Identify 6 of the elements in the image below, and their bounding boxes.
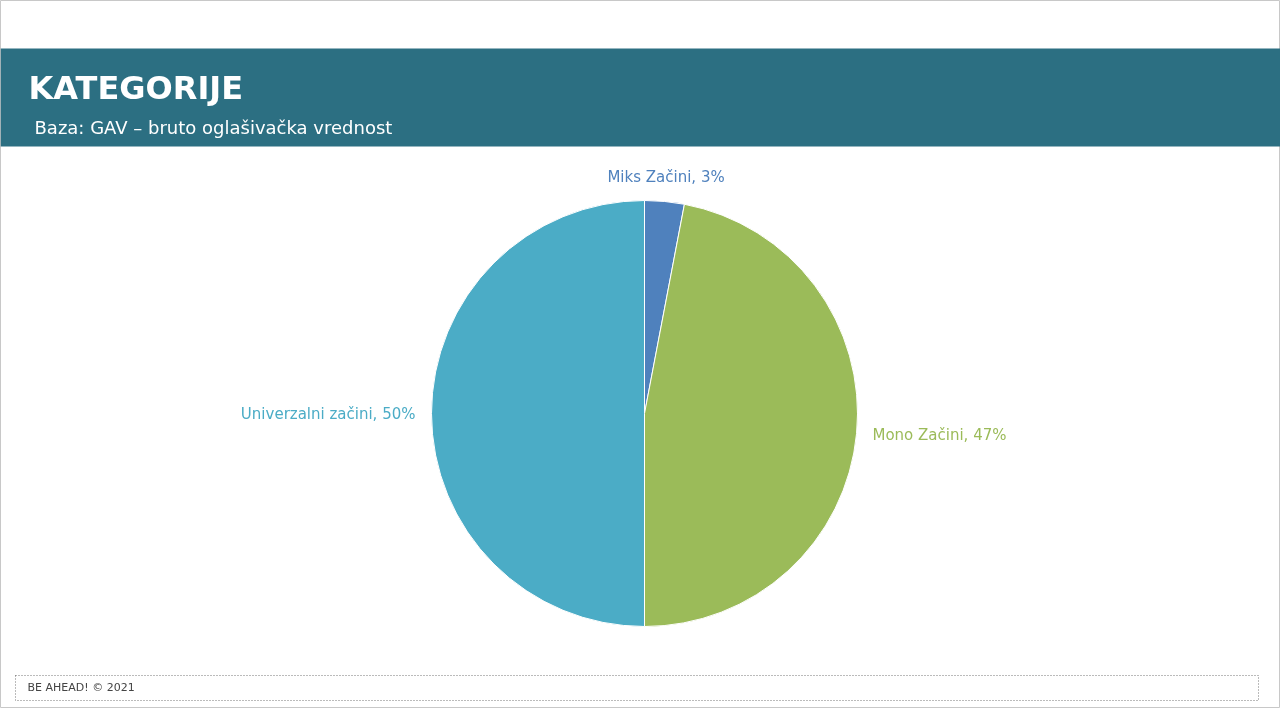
slice-label: Mono Začini, 47%	[872, 426, 1007, 445]
slice-label: Miks Začini, 3%	[607, 167, 725, 186]
slice-label: Univerzalni začini, 50%	[240, 404, 416, 423]
chart-subtitle: Baza: GAV – bruto oglašivačka vrednost	[34, 117, 393, 138]
chart-title: KATEGORIJE	[28, 68, 244, 107]
text: BE AHEAD! © 2021	[27, 681, 135, 694]
